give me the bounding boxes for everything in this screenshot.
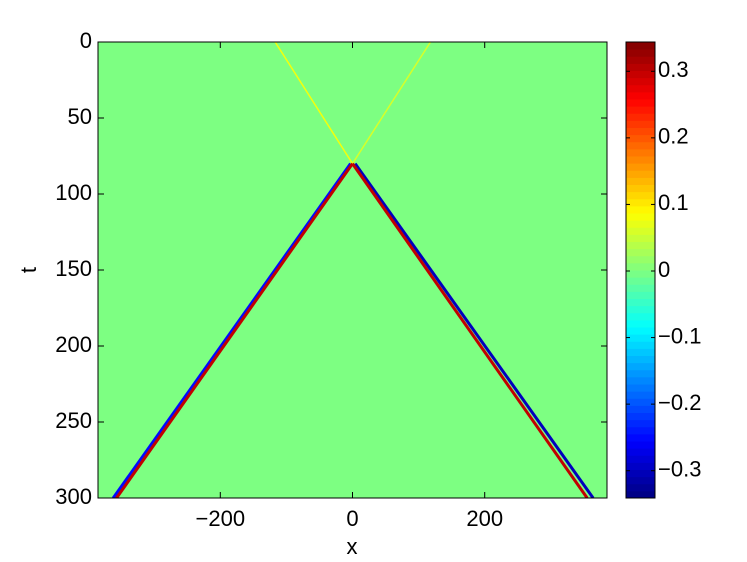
colorbar-cell bbox=[626, 255, 655, 264]
y-tick-label: 250 bbox=[55, 408, 92, 433]
colorbar-cell bbox=[626, 291, 655, 299]
colorbar-cell bbox=[626, 483, 655, 492]
colorbar-cell bbox=[626, 419, 655, 428]
wave-front bbox=[115, 162, 354, 498]
colorbar-tick-label: −0.2 bbox=[658, 390, 701, 415]
colorbar-tick-label: 0.2 bbox=[658, 124, 689, 149]
colorbar-cell bbox=[626, 426, 655, 435]
colorbar-cell bbox=[626, 198, 655, 207]
colorbar-cell bbox=[626, 476, 655, 485]
wave-front bbox=[111, 162, 352, 498]
colorbar-cell bbox=[626, 127, 655, 136]
x-tick-label: 0 bbox=[346, 506, 358, 531]
colorbar-cell bbox=[626, 163, 655, 171]
heatmap-background bbox=[98, 42, 607, 498]
colorbar-cell bbox=[626, 334, 655, 342]
colorbar-cell bbox=[626, 284, 655, 292]
colorbar-cell bbox=[626, 312, 655, 321]
colorbar-cell bbox=[626, 327, 655, 335]
colorbar-cell bbox=[626, 241, 655, 250]
colorbar-cell bbox=[626, 490, 655, 499]
y-tick-label: 200 bbox=[55, 332, 92, 357]
colorbar-cell bbox=[626, 384, 655, 392]
colorbar-cell bbox=[626, 305, 655, 314]
colorbar-tick-label: 0 bbox=[658, 257, 670, 282]
colorbar-cell bbox=[626, 455, 655, 463]
colorbar-cell bbox=[626, 91, 655, 100]
colorbar-cell bbox=[626, 213, 655, 221]
colorbar-cell bbox=[626, 234, 655, 242]
colorbar-cell bbox=[626, 84, 655, 93]
colorbar-cell bbox=[626, 227, 655, 235]
colorbar-tick-label: −0.3 bbox=[658, 457, 701, 482]
colorbar-cell bbox=[626, 70, 655, 79]
colorbar-tick-label: −0.1 bbox=[658, 323, 701, 348]
colorbar-cell bbox=[626, 441, 655, 449]
wave-front bbox=[351, 162, 589, 498]
colorbar-cell bbox=[626, 170, 655, 178]
colorbar-cell bbox=[626, 405, 655, 413]
wave-front bbox=[274, 42, 354, 165]
colorbar-cell bbox=[626, 106, 655, 114]
colorbar-cell bbox=[626, 141, 655, 150]
colorbar-frame bbox=[625, 41, 656, 499]
colorbar-cell bbox=[626, 220, 655, 228]
colorbar-cell bbox=[626, 369, 655, 378]
y-tick-label: 50 bbox=[68, 104, 92, 129]
colorbar-tick-label: 0.1 bbox=[658, 190, 689, 215]
colorbar-cell bbox=[626, 191, 655, 200]
colorbar-cell bbox=[626, 355, 655, 364]
colorbar-cell bbox=[626, 56, 655, 64]
colorbar-cell bbox=[626, 412, 655, 421]
x-tick-label: 200 bbox=[466, 506, 503, 531]
y-tick-label: 150 bbox=[55, 256, 92, 281]
x-tick-label: −200 bbox=[196, 506, 246, 531]
colorbar-cell bbox=[626, 376, 655, 385]
x-axis-label: x bbox=[347, 534, 358, 559]
colorbar-cell bbox=[626, 469, 655, 478]
y-tick-label: 300 bbox=[55, 484, 92, 509]
colorbar-cell bbox=[626, 49, 655, 57]
colorbar-cell bbox=[626, 362, 655, 371]
colorbar-cell bbox=[626, 319, 655, 328]
colorbar-cell bbox=[626, 99, 655, 107]
colorbar-cell bbox=[626, 63, 655, 71]
colorbar-cell bbox=[626, 42, 655, 50]
colorbar-cell bbox=[626, 270, 655, 278]
colorbar-cell bbox=[626, 205, 655, 214]
y-axis-label: t bbox=[16, 267, 41, 273]
colorbar-cell bbox=[626, 448, 655, 456]
colorbar-cell bbox=[626, 134, 655, 143]
colorbar-tick-label: 0.3 bbox=[658, 57, 689, 82]
colorbar-cell bbox=[626, 156, 655, 164]
colorbar-cell bbox=[626, 77, 655, 86]
colorbar-cell bbox=[626, 391, 655, 399]
colorbar-cell bbox=[626, 433, 655, 442]
colorbar-cell bbox=[626, 113, 655, 121]
y-tick-label: 100 bbox=[55, 180, 92, 205]
colorbar-cell bbox=[626, 148, 655, 157]
colorbar-cell bbox=[626, 398, 655, 406]
y-tick-label: 0 bbox=[80, 28, 92, 53]
colorbar-cell bbox=[626, 341, 655, 349]
colorbar-cell bbox=[626, 184, 655, 193]
colorbar-cell bbox=[626, 248, 655, 257]
colorbar-cell bbox=[626, 177, 655, 185]
wave-front bbox=[353, 162, 595, 498]
colorbar-cell bbox=[626, 348, 655, 356]
colorbar-cell bbox=[626, 462, 655, 470]
colorbar-cell bbox=[626, 120, 655, 128]
colorbar-cell bbox=[626, 277, 655, 285]
wave-front bbox=[351, 42, 432, 165]
colorbar-cell bbox=[626, 262, 655, 271]
colorbar-cell bbox=[626, 298, 655, 307]
